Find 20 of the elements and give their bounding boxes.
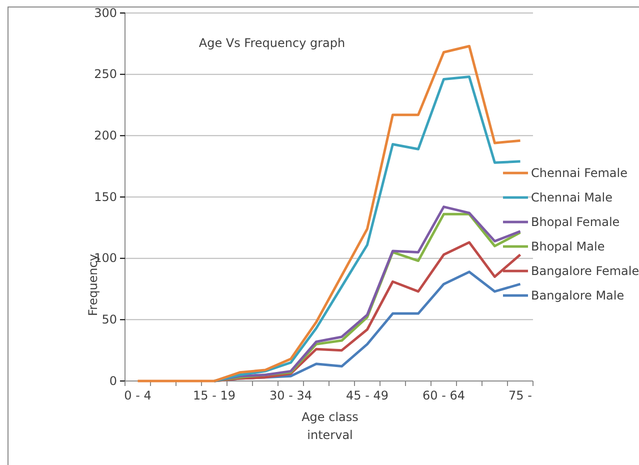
- text: Age Vs Frequency graph: [198, 36, 346, 50]
- y-tick-label: 250: [94, 67, 117, 82]
- y-tick-label: 150: [94, 190, 117, 204]
- x-tick-label: 0 - 4: [124, 388, 152, 403]
- legend-label: Bangalore Male: [531, 288, 624, 302]
- x-tick-label: 30 - 34: [270, 388, 312, 403]
- legend-label: Bhopal Male: [531, 240, 605, 254]
- y-tick-label: 200: [94, 128, 117, 143]
- y-tick-label: 50: [102, 312, 117, 327]
- legend-label: Bhopal Female: [531, 215, 620, 229]
- x-tick-label: 45 - 49: [346, 388, 388, 403]
- y-tick-label: 0: [109, 374, 117, 388]
- legend-label: Chennai Male: [531, 190, 613, 204]
- legend-label: Chennai Female: [531, 166, 628, 180]
- x-tick-label: 15 - 19: [193, 388, 236, 403]
- legend-label: Bangalore Female: [531, 264, 639, 278]
- x-tick-label: 60 - 64: [422, 388, 465, 403]
- y-tick-label: 300: [94, 6, 117, 20]
- x-tick-label: 75 -: [508, 388, 532, 403]
- x-axis-title: Age class interval: [302, 410, 358, 442]
